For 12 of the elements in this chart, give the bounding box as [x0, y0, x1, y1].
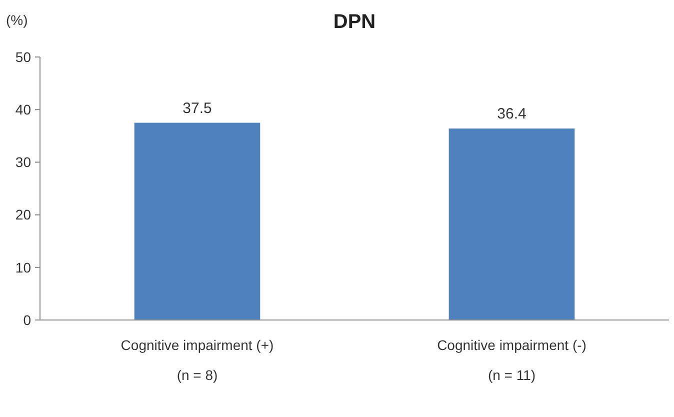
data-label: 36.4 [497, 106, 526, 123]
data-label: 37.5 [182, 100, 212, 117]
y-axis-title: (%) [6, 12, 28, 28]
y-tick-label: 40 [15, 102, 32, 118]
y-tick-label: 30 [15, 154, 32, 170]
y-tick-label: 10 [15, 259, 32, 276]
y-tick-label: 50 [15, 48, 32, 65]
chart-title: DPN [333, 11, 376, 33]
x-tick-label: Cognitive impairment (+) (n = 8) [120, 337, 274, 383]
y-tick-label: 0 [23, 312, 32, 328]
x-tick-label: Cognitive impairment (-) (n = 11) [437, 337, 586, 383]
y-tick-label: 20 [15, 206, 32, 223]
